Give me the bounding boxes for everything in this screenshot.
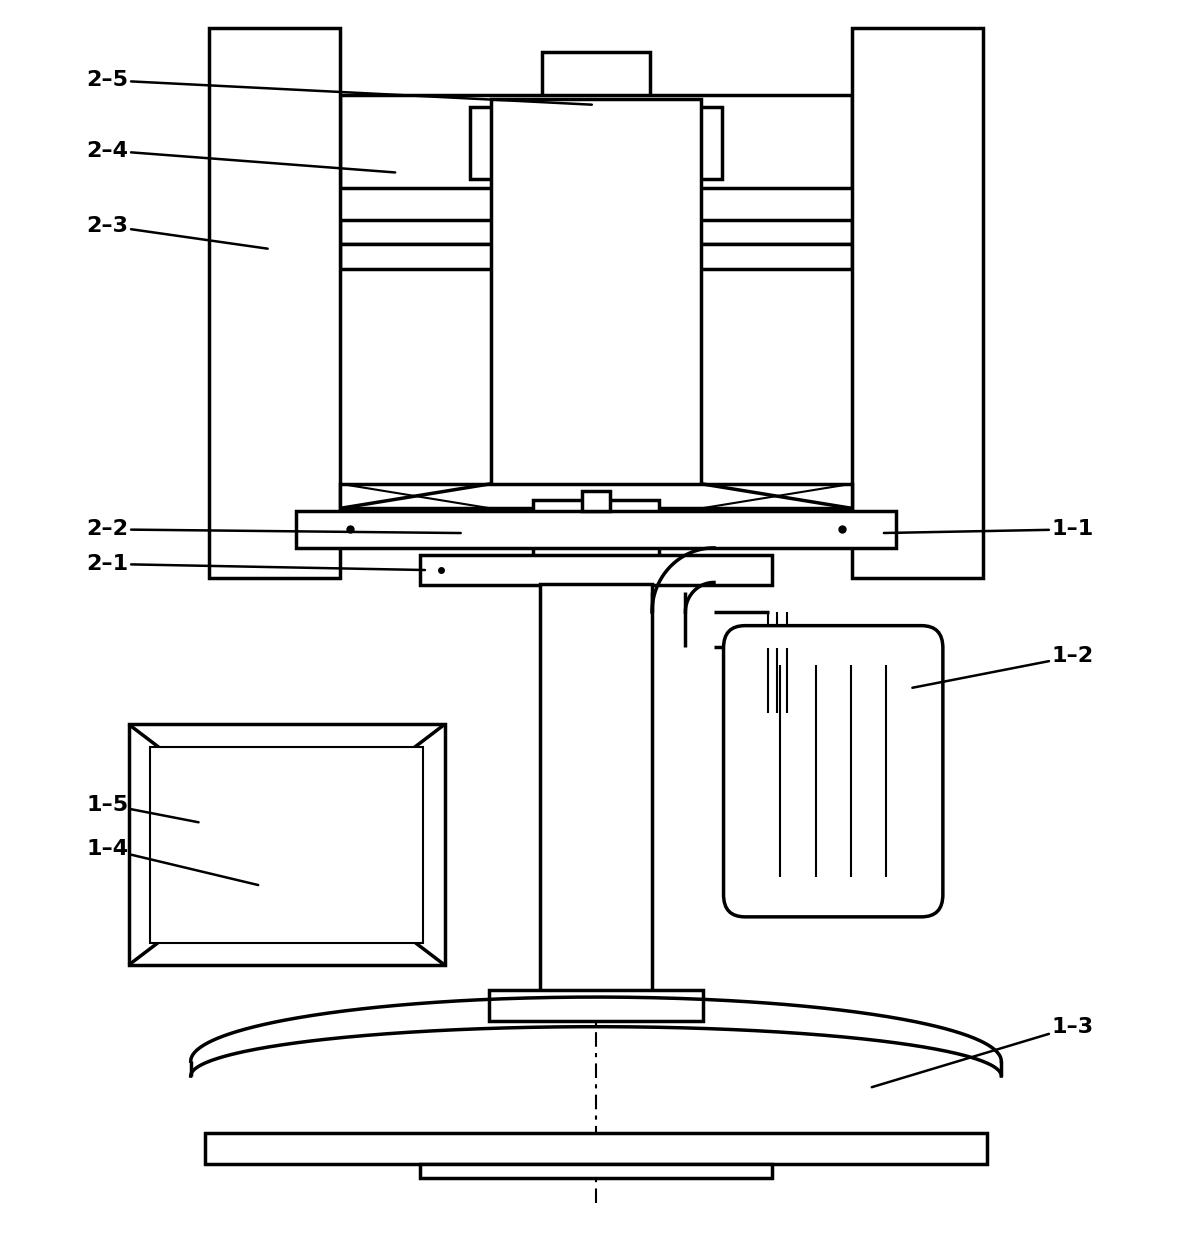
Text: 1–2: 1–2 xyxy=(912,647,1094,687)
Bar xyxy=(340,484,852,508)
Bar xyxy=(491,99,701,506)
Bar xyxy=(340,95,852,188)
Text: 2–1: 2–1 xyxy=(86,554,426,574)
Bar xyxy=(533,500,659,568)
Bar xyxy=(852,28,983,578)
Text: 1–3: 1–3 xyxy=(871,1017,1094,1087)
Bar xyxy=(129,724,445,965)
Bar xyxy=(420,1164,772,1178)
Bar xyxy=(205,1133,987,1164)
Bar xyxy=(582,491,610,511)
Bar xyxy=(420,555,772,585)
Bar xyxy=(340,244,852,269)
Bar xyxy=(489,990,703,1021)
Text: 1–1: 1–1 xyxy=(883,520,1094,539)
Bar xyxy=(540,584,652,997)
Bar xyxy=(209,28,340,578)
Bar xyxy=(296,511,896,548)
Bar xyxy=(150,747,423,943)
Text: 2–2: 2–2 xyxy=(86,520,461,539)
Text: 2–3: 2–3 xyxy=(86,216,268,249)
Text: 2–4: 2–4 xyxy=(86,141,396,173)
Bar xyxy=(340,220,852,244)
Text: 2–5: 2–5 xyxy=(86,70,592,105)
Text: 1–4: 1–4 xyxy=(86,839,259,885)
Bar xyxy=(542,52,650,111)
Bar xyxy=(470,107,722,179)
FancyBboxPatch shape xyxy=(724,626,943,917)
Bar xyxy=(539,563,653,580)
Text: 1–5: 1–5 xyxy=(86,795,199,822)
